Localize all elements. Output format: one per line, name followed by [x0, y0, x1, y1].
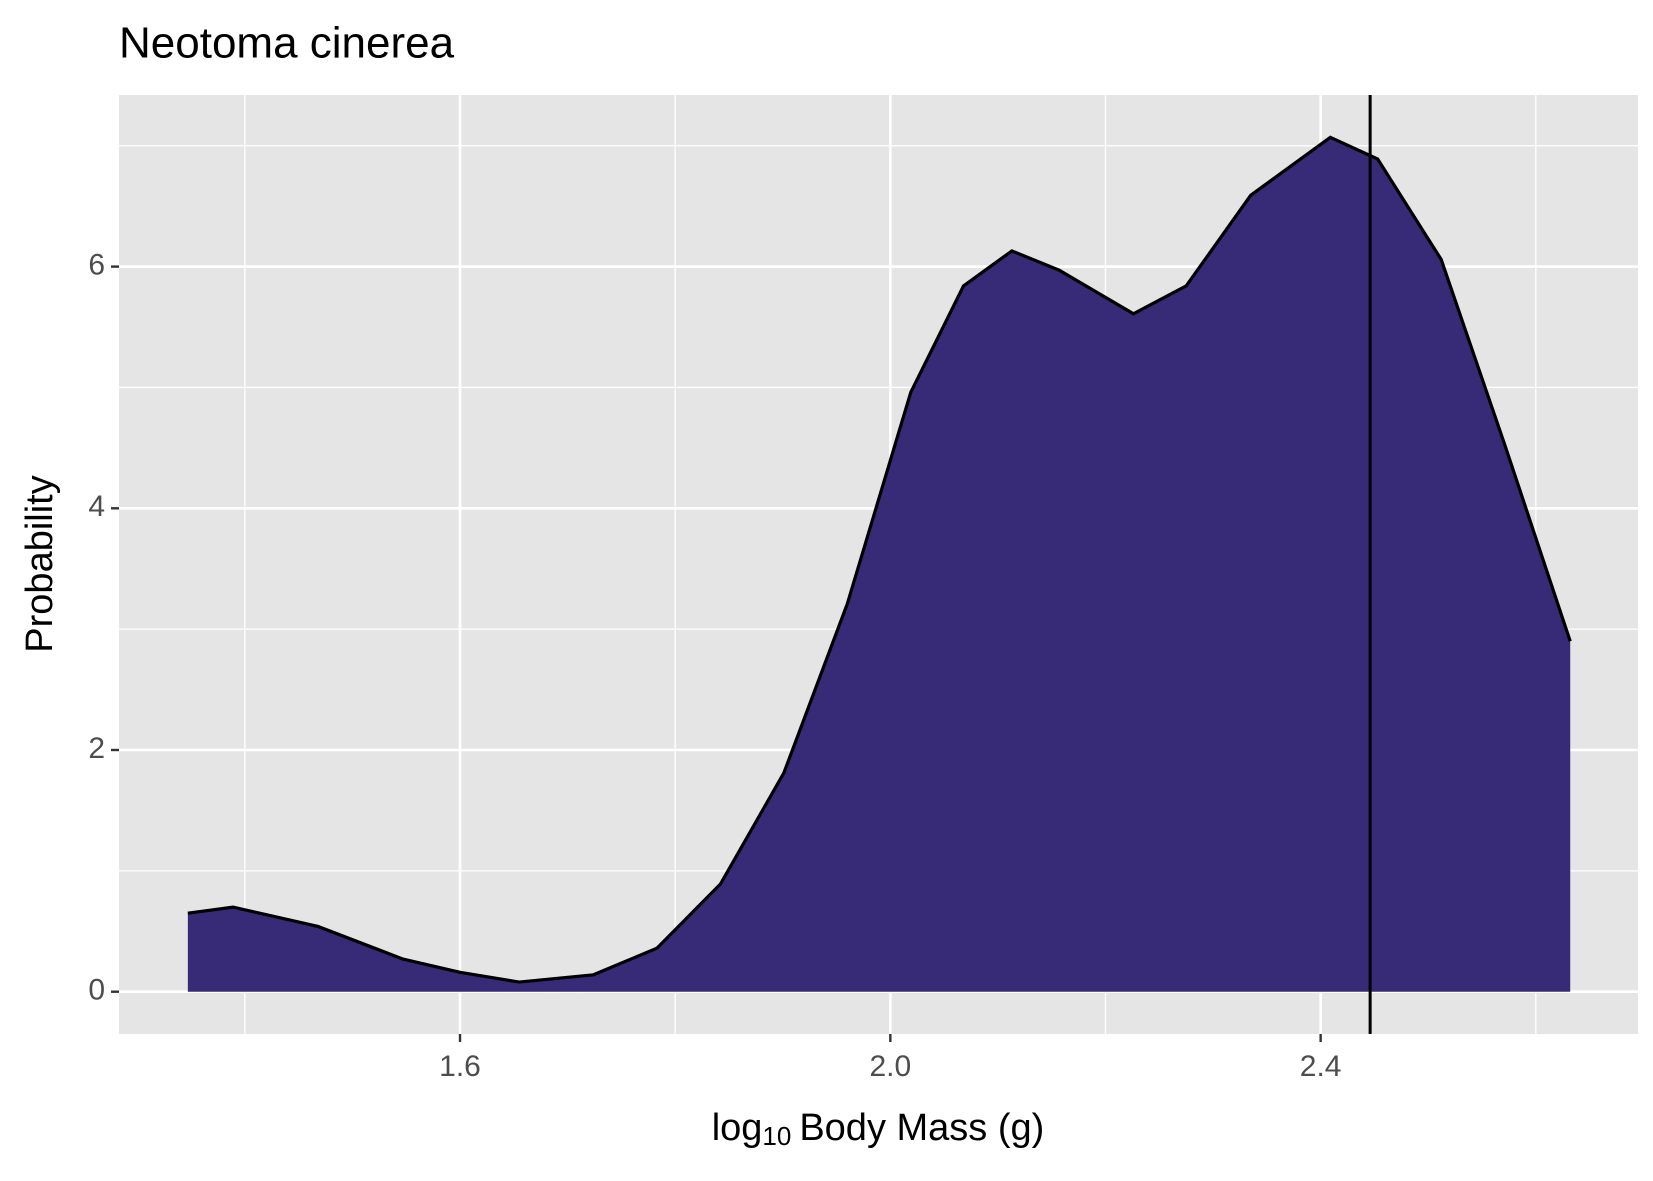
- chart-title: Neotoma cinerea: [119, 19, 455, 68]
- density-area: [187, 137, 1571, 992]
- x-tick-label: 1.6: [439, 1050, 481, 1083]
- x-label-base: log: [712, 1107, 763, 1149]
- y-tick-label: 0: [88, 974, 105, 1007]
- x-tick-label: 2.4: [1300, 1050, 1342, 1083]
- x-tick-label: 2.0: [869, 1050, 911, 1083]
- density-line: [187, 135, 1572, 984]
- y-tick-label: 6: [88, 249, 105, 282]
- y-tick-label: 4: [88, 490, 105, 523]
- y-axis-label: Probability: [19, 475, 61, 652]
- x-label-rest: Body Mass (g): [799, 1107, 1044, 1149]
- x-label-subscript: 10: [762, 1121, 791, 1151]
- y-tick-label: 2: [88, 732, 105, 765]
- x-axis-label: log10 Body Mass (g): [712, 1107, 1045, 1151]
